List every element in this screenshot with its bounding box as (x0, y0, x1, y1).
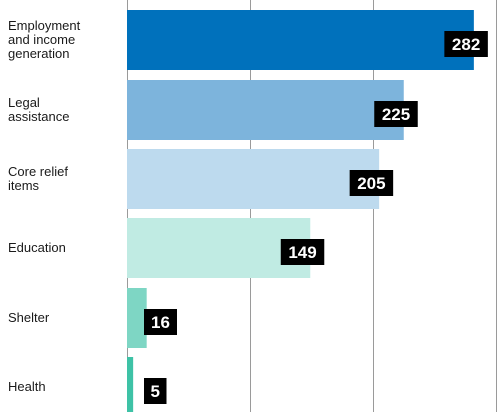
value-label: 205 (357, 174, 385, 193)
category-label: Employment and income generation (8, 18, 81, 61)
bar (127, 80, 404, 140)
value-label-box (349, 170, 394, 196)
value-label-box (280, 239, 325, 265)
bar (127, 288, 147, 348)
value-labels: 282 225 205 149 16 5 (144, 31, 488, 404)
category-label: Legal assistance (8, 95, 69, 124)
category-label: Education (8, 240, 66, 255)
bar (127, 357, 134, 412)
category-label: Shelter (8, 310, 50, 325)
value-label-box (144, 309, 177, 335)
category-label: Core relief items (8, 164, 68, 193)
bar (127, 149, 380, 209)
category-label: Health (8, 379, 46, 394)
bar (127, 218, 311, 278)
value-label-box (144, 378, 167, 404)
value-label: 225 (382, 105, 410, 124)
category-labels: Employment and income generation Legal assis… (8, 18, 81, 394)
value-label: 149 (288, 243, 316, 262)
value-label: 16 (151, 313, 170, 332)
value-label: 282 (452, 35, 480, 54)
bar (127, 10, 474, 70)
bars (127, 10, 474, 412)
value-label: 5 (151, 382, 160, 401)
value-label-box (374, 101, 418, 127)
value-label-box (444, 31, 488, 57)
